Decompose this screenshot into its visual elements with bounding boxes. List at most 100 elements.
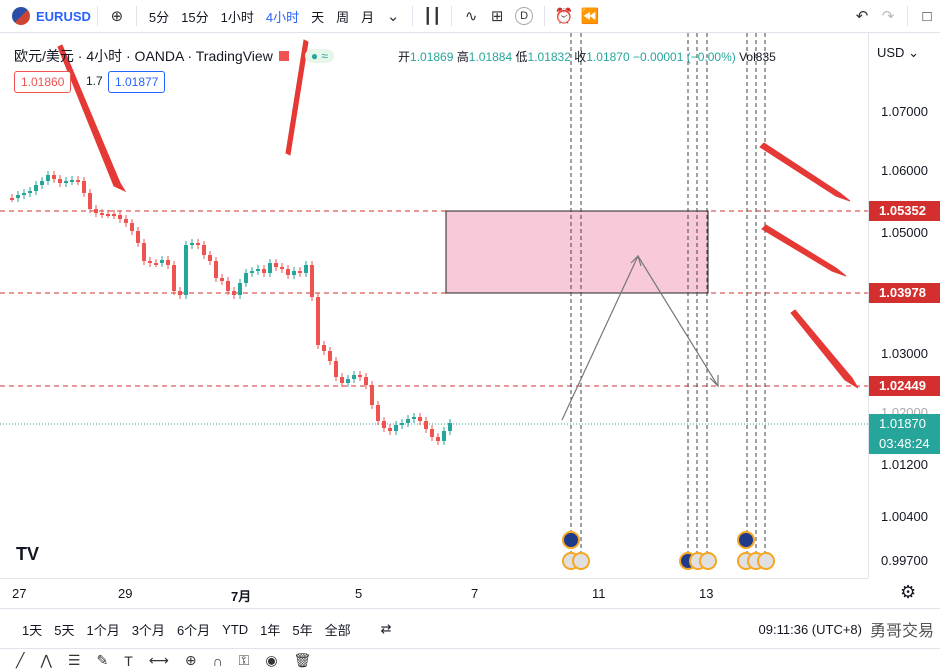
price-label: 1.00400 — [881, 509, 928, 524]
candle — [256, 269, 260, 271]
lock-icon[interactable]: ⚿ — [238, 652, 250, 668]
candle — [100, 213, 104, 215]
annotation-arrows — [57, 39, 859, 389]
eye-icon[interactable]: ◉ — [265, 652, 278, 668]
interval-month[interactable]: 月 — [361, 9, 375, 25]
candle — [280, 267, 284, 269]
range-6m[interactable]: 6个月 — [176, 622, 211, 638]
add-symbol-icon[interactable]: ⊕ — [110, 8, 124, 25]
clock[interactable]: 09:11:36 (UTC+8) — [758, 621, 862, 637]
zoom-icon[interactable]: ⊕ — [184, 652, 197, 668]
alert-icon[interactable]: ⏰ — [554, 8, 574, 25]
candle — [418, 417, 422, 421]
range-all[interactable]: 全部 — [324, 622, 351, 638]
candle — [214, 261, 218, 278]
indicators-icon[interactable]: ∿ — [464, 8, 478, 25]
range-1y[interactable]: 1年 — [260, 622, 281, 638]
price-label: 1.03000 — [881, 346, 928, 361]
fullscreen-icon[interactable]: □ — [922, 7, 932, 25]
range-ytd[interactable]: YTD — [222, 621, 249, 637]
interval-badge[interactable]: D — [515, 7, 534, 25]
replay-icon[interactable]: ⏪ — [580, 8, 600, 25]
candles-icon[interactable]: ┃┃ — [423, 8, 442, 25]
fib-icon[interactable]: ☰ — [67, 652, 81, 668]
divider — [96, 6, 98, 26]
market-status-icon[interactable]: ● ≈ — [304, 49, 334, 63]
candle — [226, 281, 230, 291]
tradingview-logo-icon[interactable]: TV — [16, 544, 39, 564]
divider — [907, 6, 908, 26]
candle — [238, 283, 242, 295]
candle — [424, 421, 428, 429]
chevron-down-icon[interactable]: ⌄ — [386, 8, 400, 25]
time-label: 7 — [471, 586, 479, 601]
range-1m[interactable]: 1个月 — [86, 622, 120, 638]
symbol-label: EURUSD — [36, 8, 91, 24]
currency-selector[interactable]: USD ⌄ — [877, 45, 919, 60]
interval-4h[interactable]: 4小时 — [265, 9, 300, 25]
trendline-icon[interactable]: ╱ — [16, 652, 25, 668]
candle — [52, 175, 56, 179]
open-label: 开 — [398, 50, 411, 64]
change-value: −0.00001 (−0.00%) — [633, 50, 736, 64]
text-icon[interactable]: T — [124, 652, 133, 669]
eurusd-flag-icon — [12, 7, 30, 25]
ohlc-values: 开1.01869 高1.01884 低1.01832 收1.01870 −0.0… — [398, 48, 776, 65]
candle — [376, 405, 380, 421]
candle — [274, 263, 278, 267]
settings-gear-icon[interactable]: ⚙ — [900, 582, 917, 602]
candle — [142, 243, 146, 261]
range-5y[interactable]: 5年 — [292, 622, 313, 638]
magnet-icon[interactable]: ∩ — [212, 652, 223, 669]
open-value: 1.01869 — [410, 50, 454, 64]
candle — [346, 379, 350, 383]
candle — [328, 351, 332, 361]
range-5d[interactable]: 5天 — [54, 622, 75, 638]
symbol-selector[interactable]: EURUSD — [12, 7, 91, 25]
candle — [394, 425, 398, 431]
range-bar: 1天 5天 1个月 3个月 6个月 YTD 1年 5年 全部 ⇄ 09:11:3… — [0, 608, 940, 649]
time-label: 5 — [355, 586, 363, 601]
price-chart[interactable]: TV — [0, 33, 868, 578]
range-1d[interactable]: 1天 — [22, 622, 43, 638]
candle — [412, 417, 416, 419]
interval-15m[interactable]: 15分 — [181, 9, 209, 25]
flag-icon[interactable] — [278, 51, 289, 61]
time-label: 27 — [12, 586, 27, 601]
candle — [298, 271, 302, 273]
supply-zone[interactable] — [445, 210, 709, 294]
candle — [22, 193, 26, 195]
interval-week[interactable]: 周 — [336, 9, 350, 25]
candle — [166, 260, 170, 265]
bid-button[interactable]: 1.01860 — [14, 71, 72, 93]
price-label: 1.06000 — [881, 163, 928, 178]
horizontal-levels — [0, 210, 868, 425]
price-axis[interactable]: USD ⌄ 1.07000 1.06000 1.05000 1.03000 1.… — [868, 33, 940, 578]
candle — [388, 428, 392, 431]
high-label: 高 — [456, 50, 469, 64]
measure-icon[interactable]: ⟷ — [148, 652, 169, 668]
projection-arrowhead — [709, 375, 719, 388]
interval-5m[interactable]: 5分 — [148, 9, 170, 25]
price-label: 1.05000 — [881, 225, 928, 240]
economic-event-icons[interactable] — [562, 531, 775, 570]
trash-icon[interactable]: 🗑 — [293, 652, 312, 668]
pattern-icon[interactable]: ⋀ — [40, 652, 52, 668]
date-range-icon[interactable]: ⇄ — [380, 621, 392, 636]
candle — [82, 181, 86, 193]
time-axis[interactable]: 27 29 7月 5 7 11 13 — [0, 578, 868, 609]
candle — [10, 198, 14, 200]
brush-icon[interactable]: ✎ — [96, 652, 109, 668]
interval-day[interactable]: 天 — [311, 9, 325, 25]
candle — [286, 269, 290, 275]
candle — [292, 271, 296, 275]
undo-icon[interactable]: ↶ — [855, 8, 869, 25]
candle — [244, 273, 248, 283]
layout-icon[interactable]: ⊞ — [490, 8, 504, 25]
ask-button[interactable]: 1.01877 — [108, 71, 166, 93]
interval-1h[interactable]: 1小时 — [220, 9, 254, 25]
current-price-tag: 1.01870 — [869, 414, 940, 434]
range-3m[interactable]: 3个月 — [131, 622, 165, 638]
redo-icon[interactable]: ↷ — [881, 8, 895, 25]
divider — [412, 6, 414, 26]
